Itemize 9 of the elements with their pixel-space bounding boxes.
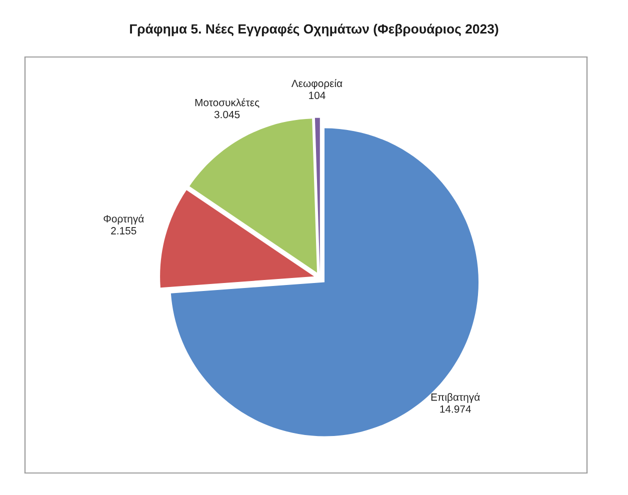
slice-label: Επιβατηγά [431,392,480,403]
data-label: 14.974 [440,405,471,413]
data-label: 3.045 [214,110,240,118]
data-label: 104 [309,92,326,100]
slice-label: Μοτοσυκλέτες [195,98,260,108]
slice-label: Λεωφορεία [291,79,342,90]
slice-label: Φορτηγά [104,214,144,225]
chart-title: Γράφημα 5. Νέες Εγγραφές Οχημάτων (Φεβρουάριος 2023) [130,24,498,36]
data-label: 2.155 [111,227,136,234]
